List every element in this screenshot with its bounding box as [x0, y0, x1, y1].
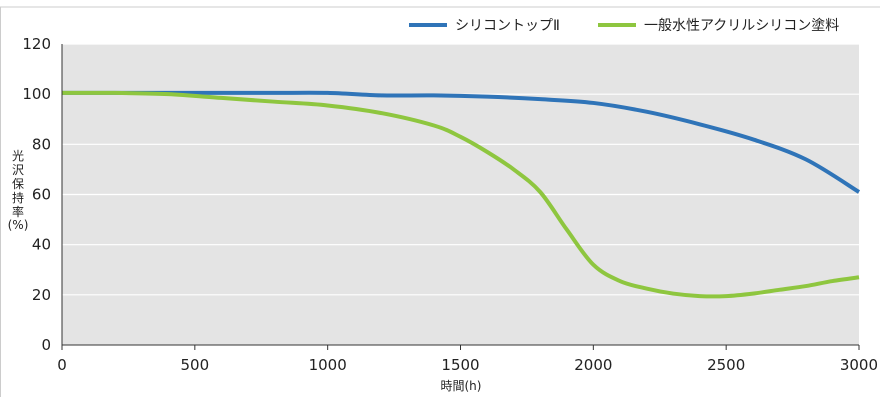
series-layer [61, 90, 861, 299]
x-tick-label-2000: 2000 [574, 356, 612, 374]
y-tick-label-60: 60 [32, 186, 51, 204]
axes [61, 44, 860, 350]
legend-label-series-1: シリコントップⅡ [455, 18, 560, 34]
y-axis-label-char: 沢 [12, 163, 24, 177]
x-tick-label-1500: 1500 [441, 356, 479, 374]
x-tick-labels: 0 500 1000 1500 2000 2500 3000 [57, 356, 878, 374]
legend: シリコントップⅡ 一般水性アクリルシリコン塗料 [409, 17, 839, 34]
y-tick-label-80: 80 [32, 135, 51, 153]
legend-label-series-2: 一般水性アクリルシリコン塗料 [644, 17, 839, 34]
series-line-1 [62, 90, 861, 194]
x-tick-label-1000: 1000 [309, 356, 347, 374]
y-axis-label-char: 持 [12, 190, 24, 205]
series-line-2 [61, 90, 860, 299]
x-tick-label-3000: 3000 [840, 356, 878, 374]
y-axis-label-char: 光 [12, 149, 24, 163]
x-tick-label-2500: 2500 [707, 356, 745, 374]
x-axis-label: 時間(h) [441, 379, 482, 393]
y-tick-label-40: 40 [32, 236, 51, 254]
y-axis-label-char: 保 [12, 177, 24, 191]
x-tick-label-500: 500 [181, 356, 210, 374]
y-tick-labels: 0 20 40 60 80 100 120 [22, 35, 51, 354]
y-tick-label-100: 100 [22, 85, 51, 103]
x-tick-label-0: 0 [57, 356, 67, 374]
y-tick-label-120: 120 [22, 35, 51, 53]
y-tick-label-20: 20 [32, 286, 51, 304]
y-axis-unit: (%) [8, 218, 29, 232]
y-axis-label-char: 率 [12, 204, 24, 219]
y-tick-label-0: 0 [41, 336, 51, 354]
